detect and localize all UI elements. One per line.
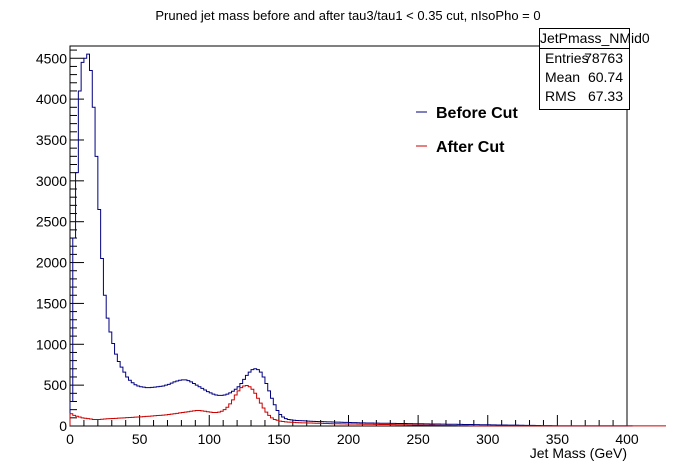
stats-value-entries: 78763 — [584, 50, 623, 66]
y-tick-label: 500 — [44, 377, 68, 393]
x-tick-label: 350 — [546, 431, 570, 447]
stats-box: JetPmass_NMid0 Entries 78763 Mean 60.74 … — [539, 28, 650, 110]
series-line-before-cut — [69, 53, 633, 427]
legend: Before Cut After Cut — [416, 105, 518, 156]
y-tick-label: 4500 — [36, 50, 67, 66]
y-tick-label: 4000 — [36, 91, 67, 107]
stats-value-mean: 60.74 — [587, 69, 623, 85]
y-tick-label: 2500 — [36, 214, 67, 230]
stats-row-mean: Mean 60.74 — [540, 68, 629, 87]
x-tick-label: 300 — [476, 431, 500, 447]
series-group — [69, 53, 666, 427]
x-tick-label: 150 — [267, 431, 291, 447]
y-tick-label: 1000 — [36, 336, 67, 352]
x-axis-label: Jet Mass (GeV) — [530, 445, 627, 461]
stats-label-mean: Mean — [545, 69, 581, 85]
series-line-after-cut — [69, 385, 666, 427]
legend-label: After Cut — [436, 139, 505, 156]
stats-box-title: JetPmass_NMid0 — [540, 29, 650, 49]
x-tick-label: 0 — [66, 431, 74, 447]
legend-label: Before Cut — [436, 105, 518, 122]
x-tick-label: 100 — [198, 431, 222, 447]
stats-value-rms: 67.33 — [587, 88, 623, 104]
x-tick-label: 250 — [406, 431, 430, 447]
y-tick-label: 1500 — [36, 295, 67, 311]
x-tick-label: 50 — [132, 431, 148, 447]
stats-row-rms: RMS 67.33 — [540, 87, 629, 106]
x-tick-label: 400 — [615, 431, 639, 447]
stats-label-entries: Entries — [545, 50, 589, 66]
y-tick-label: 3000 — [36, 173, 67, 189]
stats-label-rms: RMS — [545, 88, 577, 104]
y-tick-label: 3500 — [36, 132, 67, 148]
x-tick-label: 200 — [337, 431, 361, 447]
y-tick-label: 2000 — [36, 255, 67, 271]
y-tick-label: 0 — [59, 418, 67, 434]
chart-title: Pruned jet mass before and after tau3/ta… — [155, 8, 541, 23]
stats-row-entries: Entries 78763 — [540, 49, 629, 68]
axes: 0 50 100 150 200 250 300 350 4000500100015002000… — [36, 45, 639, 461]
